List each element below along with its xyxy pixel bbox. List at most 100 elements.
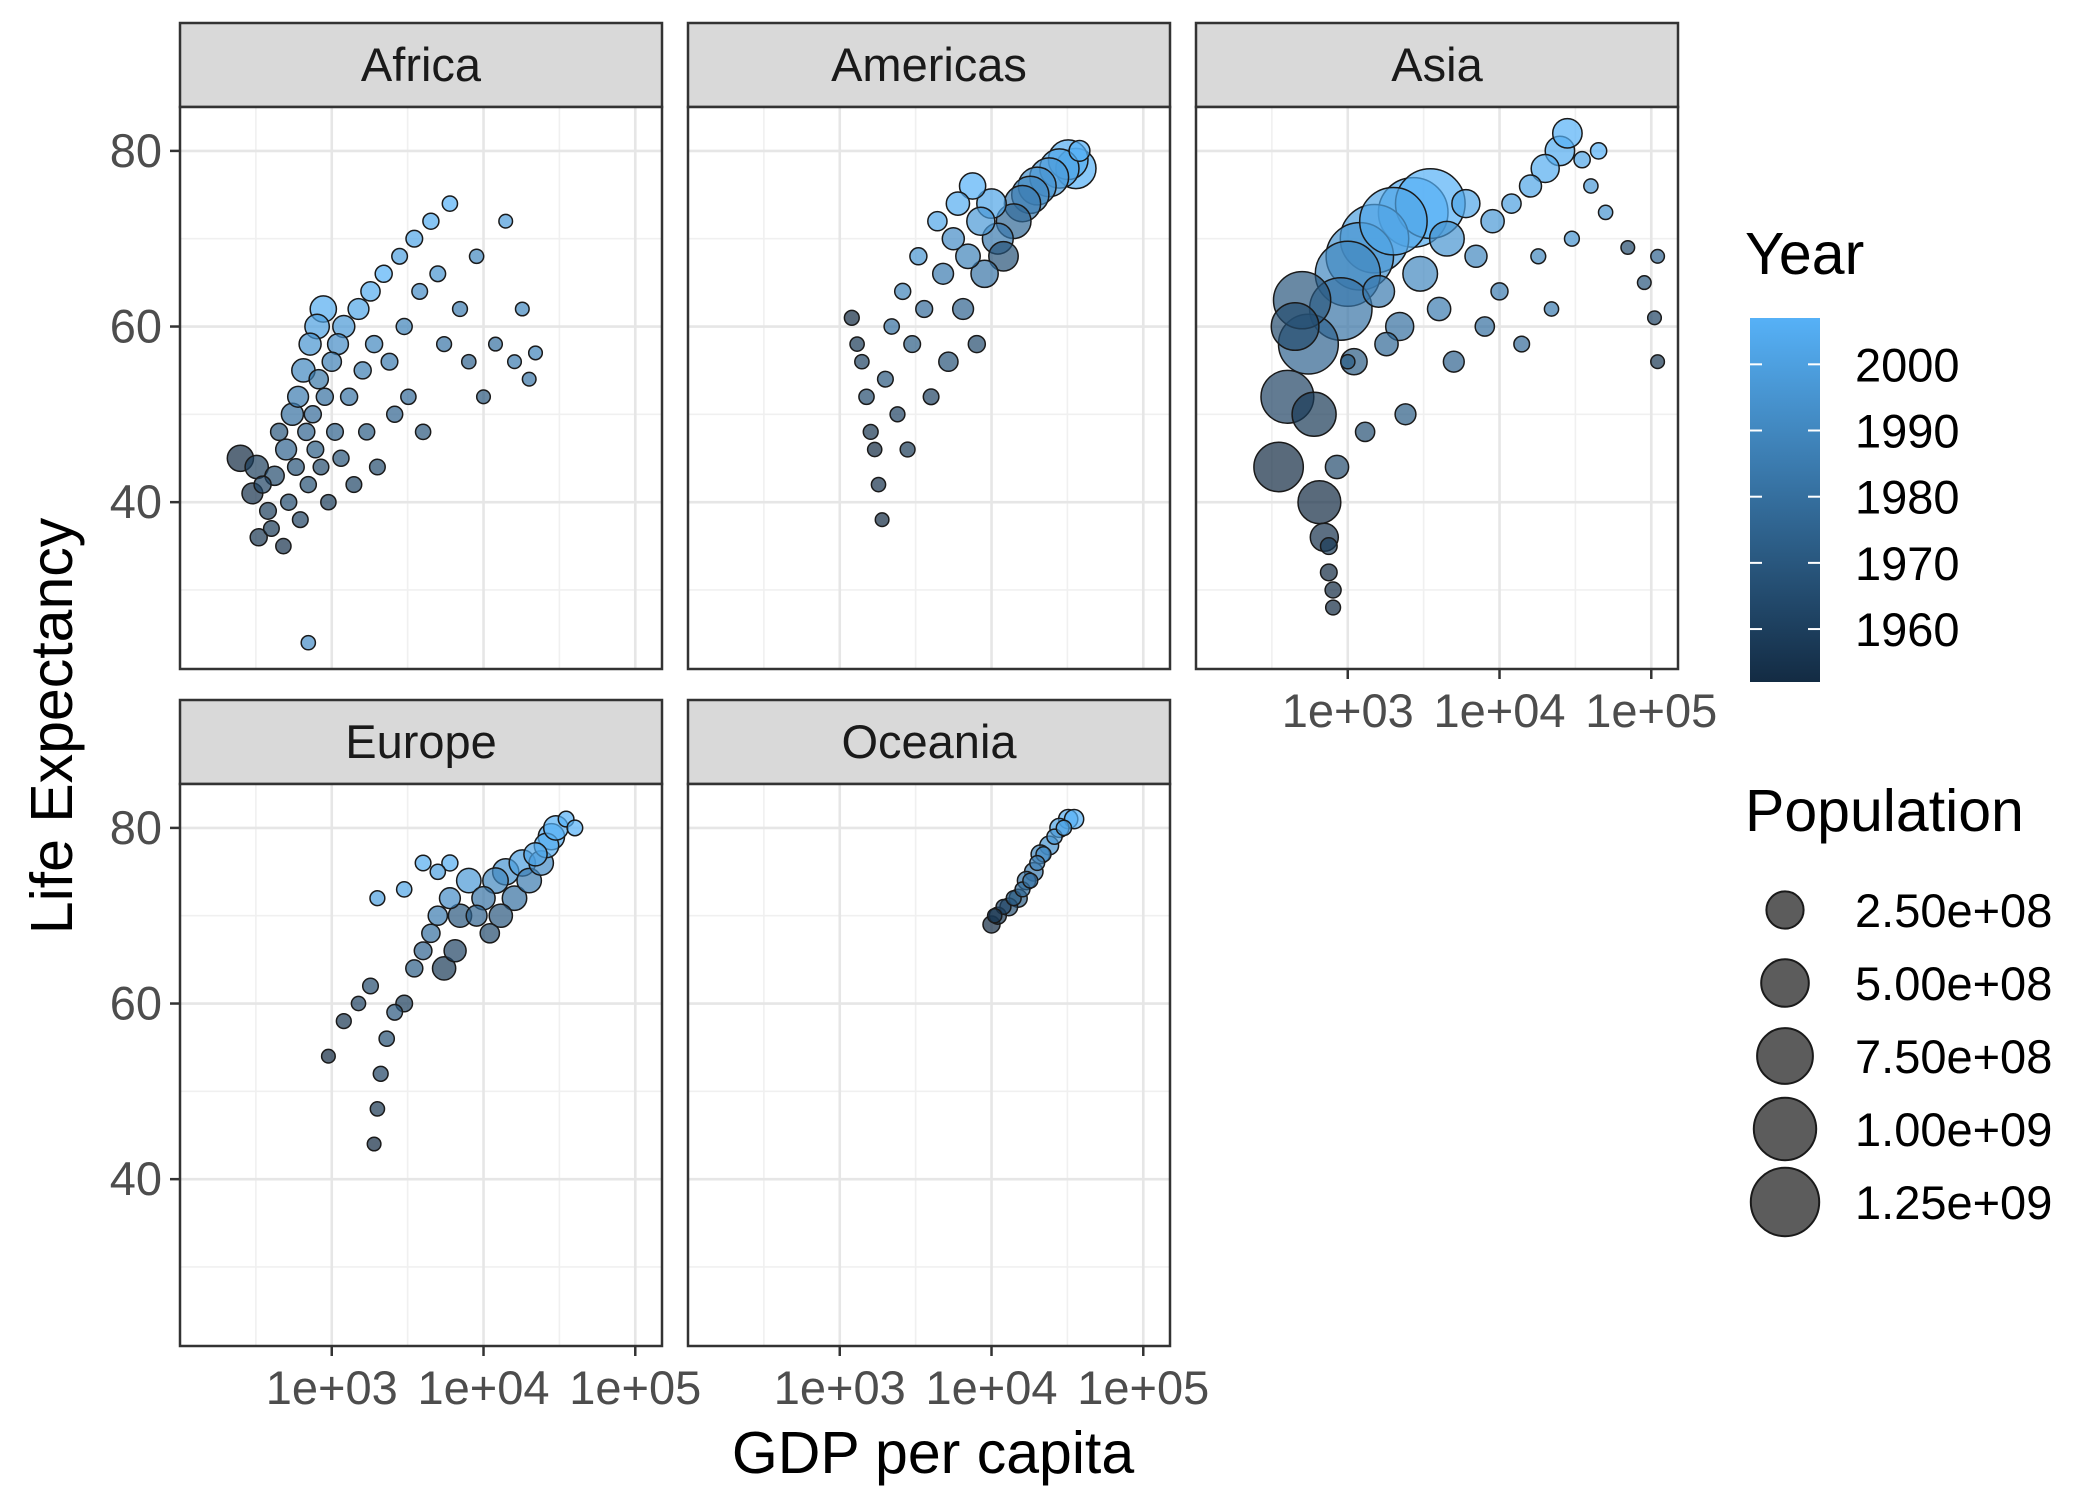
data-point xyxy=(335,1012,352,1030)
data-point xyxy=(876,370,894,388)
data-point xyxy=(862,423,879,441)
data-point xyxy=(320,493,337,511)
data-point xyxy=(405,959,424,978)
x-tick-label: 1e+04 xyxy=(418,1361,550,1414)
data-point xyxy=(427,905,449,927)
population-legend-label: 2.50e+08 xyxy=(1855,884,2052,937)
data-point xyxy=(429,265,447,283)
data-point xyxy=(1354,421,1376,443)
data-point xyxy=(1650,248,1666,264)
data-point xyxy=(986,907,1003,924)
year-legend-label: 1970 xyxy=(1855,537,1960,590)
data-point xyxy=(1583,178,1599,194)
data-point xyxy=(262,519,280,538)
data-point xyxy=(899,441,916,458)
data-point xyxy=(312,458,330,476)
population-legend-key xyxy=(1765,890,1805,930)
x-tick-label: 1e+04 xyxy=(1434,684,1566,737)
y-tick-label: 40 xyxy=(110,1152,162,1205)
data-point xyxy=(306,440,325,459)
data-point xyxy=(1451,188,1481,219)
population-legend-label: 5.00e+08 xyxy=(1855,957,2052,1010)
facet-panel-americas: Americas xyxy=(686,21,1172,671)
data-point xyxy=(1324,454,1350,480)
panel-background xyxy=(688,784,1170,1346)
facet-strip-label: Americas xyxy=(831,38,1027,91)
data-point xyxy=(451,300,469,318)
data-point xyxy=(465,904,488,927)
data-point xyxy=(487,336,504,352)
data-point xyxy=(1291,391,1337,438)
data-point xyxy=(395,317,413,336)
x-tick-label: 1e+03 xyxy=(774,1361,906,1414)
data-point xyxy=(369,1101,386,1117)
data-point xyxy=(1480,208,1505,234)
facet-strip xyxy=(686,698,1172,786)
data-point xyxy=(308,368,330,390)
facet-strip xyxy=(686,21,1172,109)
data-point xyxy=(958,172,987,200)
data-point xyxy=(339,387,359,407)
data-point xyxy=(1426,296,1452,322)
data-point xyxy=(966,206,996,236)
data-point xyxy=(951,297,975,321)
data-point xyxy=(475,389,492,405)
facet-panel-asia: Asia 1e+03 1e+04 1e+05 xyxy=(1194,21,1717,737)
data-point xyxy=(414,423,432,441)
year-legend-title: Year xyxy=(1745,221,1864,287)
y-tick-label: 60 xyxy=(110,977,162,1030)
data-point xyxy=(353,361,372,380)
data-point xyxy=(1490,282,1509,301)
data-point xyxy=(915,299,934,319)
data-point xyxy=(938,351,959,373)
panel-border xyxy=(1194,105,1680,671)
year-color-legend: Year 2000 1990 1980 1970 1960 xyxy=(1745,221,1960,682)
data-point xyxy=(443,939,467,963)
data-point xyxy=(1442,350,1465,373)
data-point xyxy=(1650,354,1666,370)
data-point xyxy=(1518,174,1543,198)
x-tick-label: 1e+05 xyxy=(569,1361,701,1414)
data-point xyxy=(527,345,544,361)
data-point xyxy=(269,422,289,442)
data-point xyxy=(1253,441,1305,493)
data-point xyxy=(506,354,523,370)
data-point xyxy=(521,371,537,387)
y-tick-label: 80 xyxy=(110,124,162,177)
data-point xyxy=(1324,581,1342,599)
data-point xyxy=(1068,139,1091,163)
data-point xyxy=(374,264,393,284)
x-tick-label: 1e+05 xyxy=(1585,684,1717,737)
year-legend-label: 1990 xyxy=(1855,405,1960,458)
data-point xyxy=(1551,117,1583,149)
data-point xyxy=(286,385,310,408)
x-axis-title: GDP per capita xyxy=(732,1420,1134,1486)
data-point xyxy=(368,458,386,476)
data-point xyxy=(523,841,548,867)
data-point xyxy=(941,226,966,251)
panel-border xyxy=(686,105,1172,671)
data-point xyxy=(1464,244,1488,269)
year-legend-label: 2000 xyxy=(1855,338,1960,391)
data-point xyxy=(1319,563,1338,582)
year-legend-label: 1980 xyxy=(1855,471,1960,524)
data-point xyxy=(391,247,409,265)
data-point xyxy=(441,195,459,212)
facet-panel-oceania: Oceania 1e+03 1e+04 1e+05 xyxy=(686,698,1209,1414)
panel-background xyxy=(688,107,1170,669)
data-point xyxy=(849,336,865,352)
x-tick-label: 1e+03 xyxy=(266,1361,398,1414)
population-legend-key xyxy=(1749,1166,1821,1238)
data-point xyxy=(514,301,530,317)
data-point xyxy=(1501,193,1522,214)
data-point xyxy=(422,212,440,230)
data-point xyxy=(347,297,370,321)
panel-background xyxy=(180,107,662,669)
data-point xyxy=(909,247,928,266)
data-point xyxy=(303,405,323,424)
data-point xyxy=(988,240,1019,272)
facet-strip xyxy=(1194,21,1680,109)
data-point xyxy=(501,885,528,912)
population-legend-label: 1.25e+09 xyxy=(1855,1176,2052,1229)
